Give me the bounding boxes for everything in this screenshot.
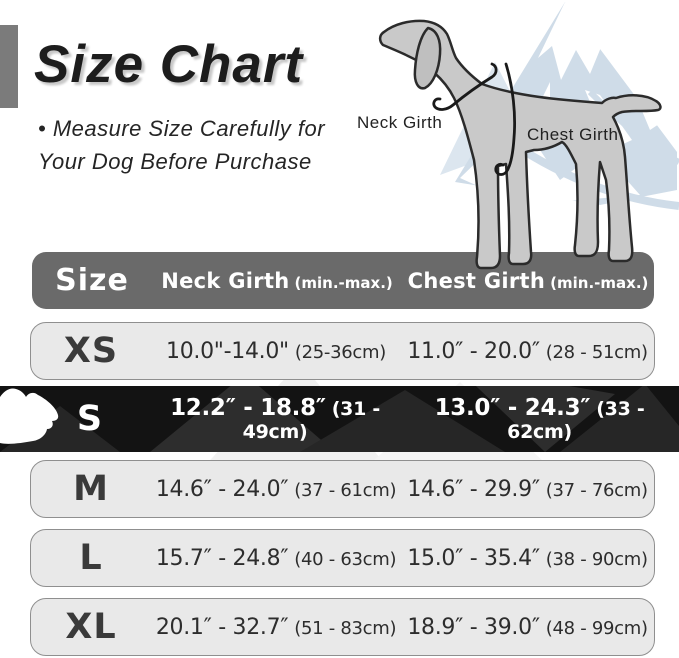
chest-inches: 15.0″ - 35.4″ [407,545,540,571]
header-neck-girth-label: Neck Girth [161,268,290,293]
neck-cm: (51 - 83cm) [294,617,397,639]
chest-cm: (38 - 90cm) [545,548,648,570]
dog-diagram [378,19,662,270]
neck-girth-cell: 14.6″ - 24.0″ (37 - 61cm) [151,477,401,502]
size-cell: XL [65,607,117,647]
chest-girth-cell: 15.0″ - 35.4″ (38 - 90cm) [401,546,654,571]
table-row-xl: XL 20.1″ - 32.7″ (51 - 83cm) 18.9″ - 39.0… [30,598,655,656]
dog-silhouette [378,19,662,270]
neck-inches: 10.0"-14.0" [166,338,289,364]
accent-bar [0,25,18,108]
table-row-s-highlighted: S 12.2″ - 18.8″ (31 - 49cm) 13.0″ - 24.3″… [0,386,679,452]
neck-cm: (37 - 61cm) [294,479,397,501]
header-chest-girth-label: Chest Girth [407,268,546,293]
table-row-xs: XS 10.0"-14.0" (25-36cm) 11.0″ - 20.0″ (28… [30,322,655,380]
neck-girth-cell: 12.2″ - 18.8″ (31 - 49cm) [150,395,400,443]
neck-girth-cell: 10.0"-14.0" (25-36cm) [151,339,401,364]
chest-inches: 13.0″ - 24.3″ [434,395,591,421]
chest-girth-loop [494,62,517,176]
chest-girth-cell: 13.0″ - 24.3″ (33 - 62cm) [400,395,679,443]
chest-inches: 18.9″ - 39.0″ [407,614,540,640]
chest-girth-label: Chest Girth [527,125,619,144]
chest-inches: 14.6″ - 29.9″ [407,476,540,502]
chest-cm: (48 - 99cm) [545,617,648,639]
neck-girth-cell: 20.1″ - 32.7″ (51 - 83cm) [151,615,401,640]
dark-mountain-pattern [0,386,679,452]
header-chest-range: (min.-max.) [550,273,649,292]
measure-note: • Measure Size Carefully for Your Dog Be… [38,116,326,174]
size-cell: L [79,538,103,578]
size-cell: XS [63,331,119,371]
neck-inches: 14.6″ - 24.0″ [155,476,289,502]
chest-girth-cell: 14.6″ - 29.9″ (37 - 76cm) [401,477,654,502]
header-neck-range: (min.-max.) [294,273,393,292]
chest-cm: (28 - 51cm) [545,341,648,363]
neck-inches: 15.7″ - 24.8″ [155,545,289,571]
table-header-row: Size Neck Girth (min.-max.) Chest Girth (m… [32,252,654,309]
neck-inches: 20.1″ - 32.7″ [155,614,289,640]
chest-cm: (33 - 62cm) [507,398,645,443]
header-neck-girth: Neck Girth (min.-max.) [152,269,402,293]
neck-girth-label: Neck Girth [357,113,443,132]
neck-inches: 12.2″ - 18.8″ [170,395,326,421]
neck-girth-loop [432,62,498,111]
neck-cm: (40 - 63cm) [294,548,397,570]
chest-cm: (37 - 76cm) [545,479,648,501]
table-row-l: L 15.7″ - 24.8″ (40 - 63cm) 15.0″ - 35.4″… [30,529,655,587]
header-chest-girth: Chest Girth (min.-max.) [402,269,654,293]
neck-girth-cell: 15.7″ - 24.8″ (40 - 63cm) [151,546,401,571]
header-size: Size [55,263,129,298]
size-cell: M [73,469,109,509]
size-cell: S [76,399,104,439]
table-row-m: M 14.6″ - 24.0″ (37 - 61cm) 14.6″ - 29.9″… [30,460,655,518]
dog-ear [413,26,442,90]
chest-inches: 11.0″ - 20.0″ [407,338,540,364]
neck-cm: (25-36cm) [294,341,386,363]
dog-head-icon [0,388,59,444]
chest-girth-cell: 11.0″ - 20.0″ (28 - 51cm) [401,339,654,364]
neck-cm: (31 - 49cm) [242,398,381,443]
page-title: Size Chart [34,35,304,94]
chest-girth-cell: 18.9″ - 39.0″ (48 - 99cm) [401,615,654,640]
